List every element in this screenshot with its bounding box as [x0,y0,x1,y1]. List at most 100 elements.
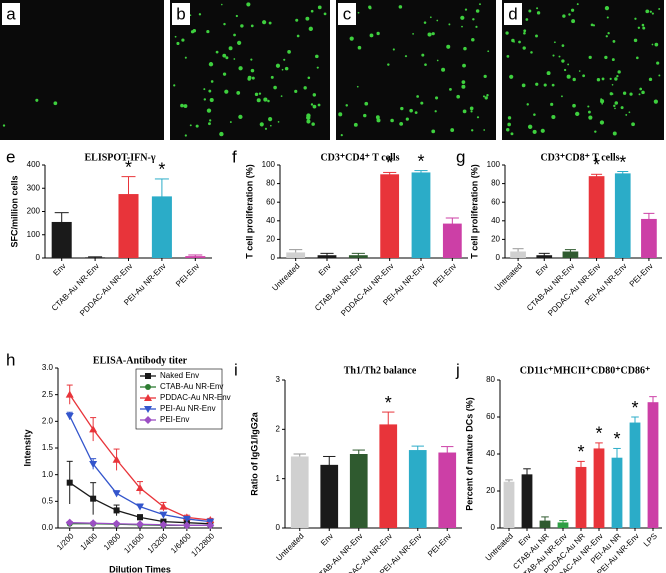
bar [51,221,72,258]
y-tick-label: 40 [266,216,275,225]
fluorescent-spot [283,58,286,61]
bar [629,422,641,528]
bar [593,448,605,528]
fluorescent-spot [523,31,526,35]
significance: * [619,152,626,172]
fluorescent-spot [256,98,261,103]
bar [442,223,462,258]
fluorescent-spot [483,74,487,78]
fluorescent-spot [400,106,404,111]
fluorescent-spot [518,40,521,44]
fluorescent-spot [461,84,466,89]
fluorescent-spot [375,115,380,120]
fluorescent-spot [210,80,214,83]
point [137,514,143,521]
fluorescent-spot [506,127,510,132]
fluorescent-spot [190,30,195,34]
fluorescent-spot [414,111,418,115]
fluorescent-spot [448,23,451,26]
x-tick-label: 1/3200 [146,531,170,555]
fluorescent-spot [247,77,252,81]
x-tick-label: Env [317,262,333,278]
legend-label: Naked Env [160,371,199,380]
fluorescent-spot [604,6,610,11]
fluorescent-spot [206,29,210,34]
fluorescent-spot [268,21,272,25]
fluorescent-spot [173,84,176,87]
y-tick-label: 100 [27,230,41,239]
fluorescent-spot [528,9,532,13]
y-tick-label: 0.5 [42,496,54,505]
fluorescent-spot [349,36,354,41]
fluorescent-spot [653,99,658,104]
fluorescent-spot [220,3,223,6]
y-tick-label: 0.0 [42,523,54,532]
fluorescent-spot [262,20,267,25]
fluorescent-spot [566,74,571,79]
fluorescent-spot [561,95,563,98]
x-tick-label: CTAB-Au NR-Env [525,262,576,313]
fluorescent-spot [572,103,576,108]
fluorescent-spot [412,33,414,35]
fluorescent-spot [553,41,556,44]
x-tick-label: PEI-Env [174,262,201,289]
fluorescent-spot [596,78,601,82]
y-tick-label: 100 [487,160,501,169]
fluorescent-spot [376,31,380,36]
x-tick-label: Env [534,262,550,278]
fluorescent-spot [601,77,605,81]
fluorescent-spot [307,76,311,80]
bar [562,251,579,258]
fluorescent-spot [429,16,432,19]
bar [588,176,605,258]
micrograph [0,0,164,140]
point [206,521,215,530]
x-tick-label: 1/12800 [189,531,216,558]
fluorescent-spot [546,71,551,76]
fluorescent-spot [436,59,439,62]
fluorescent-spot [434,96,439,100]
fluorescent-spot [460,15,465,20]
fluorescent-spot [599,120,605,125]
x-tick-label: LPS [642,532,659,549]
fluorescent-spot [648,77,653,82]
fluorescent-spot [238,114,243,119]
fluorescent-spot [353,122,358,127]
fluorescent-spot [356,85,359,88]
fluorescent-spot [634,17,637,20]
fluorescent-spot [649,10,652,13]
fluorescent-spot [588,110,591,114]
point [65,518,74,527]
fluorescent-spot [658,7,661,10]
fluorescent-spot [399,121,404,126]
point [136,503,144,511]
fluorescent-spot [308,26,313,31]
fluorescent-spot [507,122,511,127]
y-tick-label: 2.0 [42,416,54,425]
fluorescent-spot [312,104,317,109]
fluorescent-spot [203,98,207,101]
fluorescent-spot [409,108,413,113]
y-tick-label: 0 [36,253,41,262]
fluorescent-spot [475,25,478,28]
fluorescent-spot [316,66,319,69]
panel-label: b [176,4,185,23]
fluorescent-spot [568,13,571,16]
fluorescent-spot [521,83,526,88]
fluorescent-spot [222,53,227,58]
fluorescent-spot [625,114,628,116]
fluorescent-spot [183,104,188,108]
fluorescent-spot [606,16,609,19]
fluorescent-spot [450,128,455,132]
fluorescent-spot [310,9,314,13]
fluorescent-spot [215,50,219,54]
bar [290,456,309,528]
fluorescent-spot [562,14,566,18]
fluorescent-spot [612,131,617,136]
fluorescent-spot [654,42,659,47]
y-axis-label: Intensity [22,429,32,466]
fluorescent-spot [482,95,486,98]
x-tick-label: PEI-Env [628,262,655,289]
point [182,515,191,523]
